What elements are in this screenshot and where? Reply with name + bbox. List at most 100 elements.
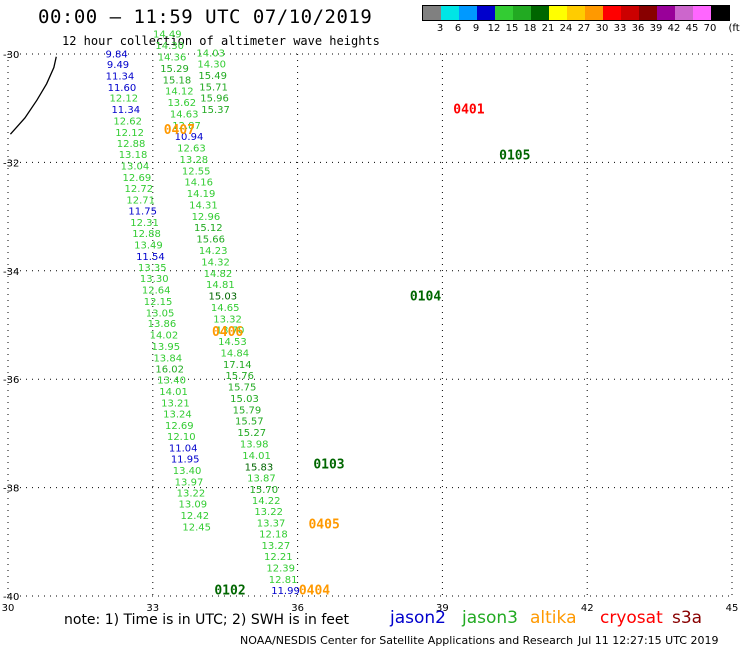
legend-swatch xyxy=(513,6,531,20)
legend-swatch xyxy=(657,6,675,20)
legend-swatch xyxy=(693,6,711,20)
wave-height-point: 11.04 xyxy=(169,443,198,454)
wave-height-point: 15.71 xyxy=(199,82,228,93)
wave-height-point: 14.49 xyxy=(153,30,182,41)
wave-height-point: 13.18 xyxy=(119,150,148,161)
pass-label: 0102 xyxy=(214,583,245,598)
wave-height-point: 14.03 xyxy=(196,49,225,60)
wave-height-point: 13.09 xyxy=(179,500,208,511)
wave-height-point: 12.31 xyxy=(130,218,159,229)
wave-height-point: 12.42 xyxy=(180,511,209,522)
legend-unit: (ft) xyxy=(728,23,740,34)
wave-height-point: 14.32 xyxy=(201,257,230,268)
wave-height-point: 13.05 xyxy=(146,308,175,319)
wave-height-point: 13.27 xyxy=(262,541,291,552)
coastline xyxy=(9,56,57,135)
wave-height-point: 11.60 xyxy=(108,83,137,94)
wave-height-point: 15.03 xyxy=(230,394,259,405)
satellite-label: cryosat xyxy=(600,608,663,628)
wave-height-point: 14.01 xyxy=(159,387,188,398)
wave-height-point: 12.18 xyxy=(259,529,288,540)
legend-swatch xyxy=(675,6,693,20)
x-tick-label: 36 xyxy=(291,603,304,614)
legend-label: 6 xyxy=(454,23,462,34)
wave-height-point: 15.96 xyxy=(200,94,229,105)
wave-height-point: 14.23 xyxy=(199,246,228,257)
wave-height-point: 13.98 xyxy=(240,439,269,450)
wave-height-point: 15.27 xyxy=(237,428,266,439)
wave-height-point: 11.34 xyxy=(111,105,140,116)
wave-height-point: 15.29 xyxy=(160,64,189,75)
wave-height-point: 15.12 xyxy=(194,223,223,234)
legend-swatch xyxy=(639,6,657,20)
satellite-label: jason2 xyxy=(390,608,446,628)
legend-swatch-bar xyxy=(422,5,730,21)
legend-label: 9 xyxy=(472,23,480,34)
wave-height-point: 14.36 xyxy=(158,53,187,64)
wave-height-point: 12.62 xyxy=(113,116,142,127)
wave-height-point: 13.37 xyxy=(257,519,286,530)
wave-height-point: 13.35 xyxy=(138,263,167,274)
wave-height-point: 12.15 xyxy=(144,297,173,308)
pass-label: 0401 xyxy=(453,103,484,118)
wave-height-point: 14.30 xyxy=(197,60,226,71)
legend-label: 33 xyxy=(613,23,627,34)
wave-height-point: 12.88 xyxy=(117,139,146,150)
x-tick-label: 33 xyxy=(146,603,159,614)
wave-height-point: 15.57 xyxy=(235,417,264,428)
wave-height-point: 12.21 xyxy=(264,552,293,563)
x-tick-label: 45 xyxy=(726,603,739,614)
wave-height-point: 15.03 xyxy=(208,292,237,303)
wave-height-point: 14.53 xyxy=(218,337,247,348)
wave-height-point: 14.31 xyxy=(189,200,218,211)
wave-height-point: 13.49 xyxy=(134,241,163,252)
wave-height-point: 13.04 xyxy=(121,161,150,172)
wave-height-point: 14.16 xyxy=(184,178,213,189)
y-tick-label: -34 xyxy=(3,267,19,278)
footer-note: note: 1) Time is in UTC; 2) SWH is in fe… xyxy=(64,612,350,628)
legend-swatch xyxy=(567,6,585,20)
wave-height-point: 9.49 xyxy=(107,60,129,71)
legend-label: 12 xyxy=(487,23,501,34)
legend-label: 42 xyxy=(667,23,681,34)
wave-height-point: 14.19 xyxy=(187,189,216,200)
wave-height-point: 15.76 xyxy=(225,371,254,382)
wave-height-point: 13.84 xyxy=(153,353,182,364)
wave-height-point: 13.40 xyxy=(157,376,186,387)
wave-height-point: 13.21 xyxy=(161,398,190,409)
wave-height-point: 9.84 xyxy=(105,49,127,60)
wave-height-point: 12.72 xyxy=(124,184,153,195)
legend-swatch xyxy=(549,6,567,20)
pass-label: 0407 xyxy=(164,123,195,138)
wave-height-point: 15.18 xyxy=(163,75,192,86)
legend-swatch xyxy=(603,6,621,20)
wave-height-point: 10.94 xyxy=(175,132,204,143)
wave-height-point: 12.69 xyxy=(123,173,152,184)
wave-height-point: 13.70 xyxy=(216,326,245,337)
wave-height-point: 13.62 xyxy=(167,98,196,109)
wave-height-point: 12.10 xyxy=(167,432,196,443)
legend-label: 24 xyxy=(559,23,573,34)
wave-height-point: 12.69 xyxy=(165,421,194,432)
wave-height-point: 12.39 xyxy=(266,564,295,575)
satellite-label: jason3 xyxy=(462,608,518,628)
legend-swatch xyxy=(621,6,639,20)
legend-label: 39 xyxy=(649,23,663,34)
wave-height-point: 13.28 xyxy=(180,155,209,166)
y-tick-label: -40 xyxy=(3,592,19,603)
wave-height-point: 14.81 xyxy=(206,280,235,291)
wave-height-point: 13.32 xyxy=(213,314,242,325)
credit-line: NOAA/NESDIS Center for Satellite Applica… xyxy=(240,634,574,647)
wave-height-point: 14.01 xyxy=(242,451,271,462)
legend-label: 21 xyxy=(541,23,555,34)
wave-height-point: 11.99 xyxy=(271,586,300,597)
legend-label: 45 xyxy=(685,23,699,34)
legend-swatch xyxy=(531,6,549,20)
wave-height-point: 15.70 xyxy=(249,485,278,496)
wave-height-point: 12.12 xyxy=(110,94,139,105)
y-tick-label: -36 xyxy=(3,375,19,386)
satellite-label: altika xyxy=(530,608,577,628)
wave-height-point: 12.45 xyxy=(182,522,211,533)
